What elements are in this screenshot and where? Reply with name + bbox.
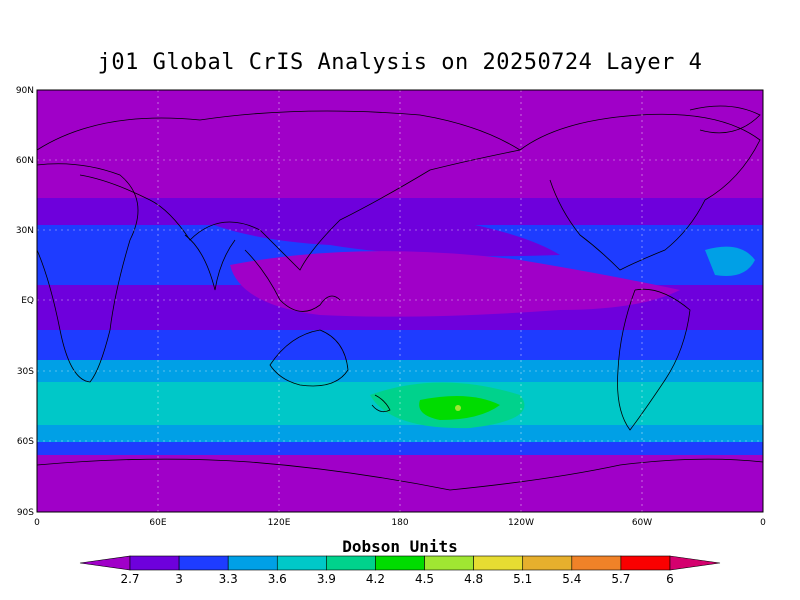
coast-antarctica xyxy=(37,458,763,491)
colorbar: 2.7 3 3.3 3.6 3.9 4.2 4.5 4.8 5.1 5.4 5.7 6 xyxy=(79,555,721,586)
lat-ticks: 90N 60N 30N EQ 30S 60S 90S xyxy=(16,86,34,518)
colorbar-title: Dobson Units xyxy=(342,537,458,556)
coast-australia xyxy=(269,329,349,387)
north-atlantic-high xyxy=(705,246,755,276)
lon-tick-180: 180 xyxy=(391,518,408,528)
coast-se-asia xyxy=(244,249,341,312)
colorbar-swatch xyxy=(326,555,376,571)
colorbar-tick-label: 6 xyxy=(666,572,674,586)
colorbar-swatch xyxy=(473,555,524,571)
coast-india xyxy=(184,234,236,291)
pacific-tropical-low xyxy=(230,251,680,317)
lat-tick-90s: 90S xyxy=(17,508,34,518)
colorbar-tick-label: 5.4 xyxy=(562,572,581,586)
coast-new-zealand xyxy=(371,394,391,413)
lon-tick-60w: 60W xyxy=(632,518,652,528)
colorbar-tick-label: 3.6 xyxy=(268,572,287,586)
lon-tick-0: 0 xyxy=(34,518,40,528)
lon-ticks: 0 60E 120E 180 120W 60W 0 xyxy=(34,518,766,528)
asia-low-blob xyxy=(190,202,560,257)
coastlines xyxy=(37,105,763,491)
colorbar-tick-label: 3.3 xyxy=(219,572,238,586)
colorbar-swatch xyxy=(227,555,278,571)
coast-europe-asia xyxy=(37,110,522,271)
colorbar-tick-label: 3.9 xyxy=(317,572,336,586)
coast-greenland xyxy=(689,105,761,134)
colorbar-swatch xyxy=(571,555,622,571)
colorbar-swatch xyxy=(276,555,327,571)
lat-tick-60n: 60N xyxy=(16,156,34,166)
colorbar-swatch xyxy=(375,555,425,571)
colorbar-low-arrow xyxy=(79,555,131,571)
lon-tick-120e: 120E xyxy=(268,518,291,528)
coast-africa xyxy=(37,163,139,383)
band-north-polar xyxy=(37,90,763,208)
lat-tick-eq: EQ xyxy=(21,296,34,306)
band-south-polar xyxy=(37,455,763,512)
colorbar-tick-label: 4.8 xyxy=(464,572,483,586)
colorbar-swatch xyxy=(620,555,671,571)
colorbar-high-arrow xyxy=(669,555,721,571)
coast-north-america xyxy=(519,113,761,271)
south-pacific-peak xyxy=(455,405,461,411)
colorbar-swatch xyxy=(129,555,180,571)
lon-tick-120w: 120W xyxy=(508,518,534,528)
colorbar-swatch xyxy=(424,555,474,571)
lat-tick-60s: 60S xyxy=(17,437,34,447)
lat-tick-30n: 30N xyxy=(16,226,34,236)
band-south-58 xyxy=(37,425,763,445)
graticule xyxy=(37,90,763,512)
lat-tick-90n: 90N xyxy=(16,86,34,96)
colorbar-tick-label: 3 xyxy=(175,572,183,586)
lon-tick-0-end: 0 xyxy=(760,518,766,528)
colorbar-swatch xyxy=(178,555,229,571)
chart-title: j01 Global CrIS Analysis on 20250724 Lay… xyxy=(97,50,703,75)
colorbar-tick-label: 5.1 xyxy=(513,572,532,586)
coast-south-america xyxy=(617,288,691,431)
colorbar-tick-label: 4.2 xyxy=(366,572,385,586)
lon-tick-60e: 60E xyxy=(149,518,166,528)
colorbar-tick-label: 5.7 xyxy=(611,572,630,586)
colorbar-swatch xyxy=(522,555,573,571)
colorbar-tick-label: 4.5 xyxy=(415,572,434,586)
colorbar-tick-label: 2.7 xyxy=(120,572,139,586)
map-frame xyxy=(36,89,764,513)
lat-tick-30s: 30S xyxy=(17,367,34,377)
